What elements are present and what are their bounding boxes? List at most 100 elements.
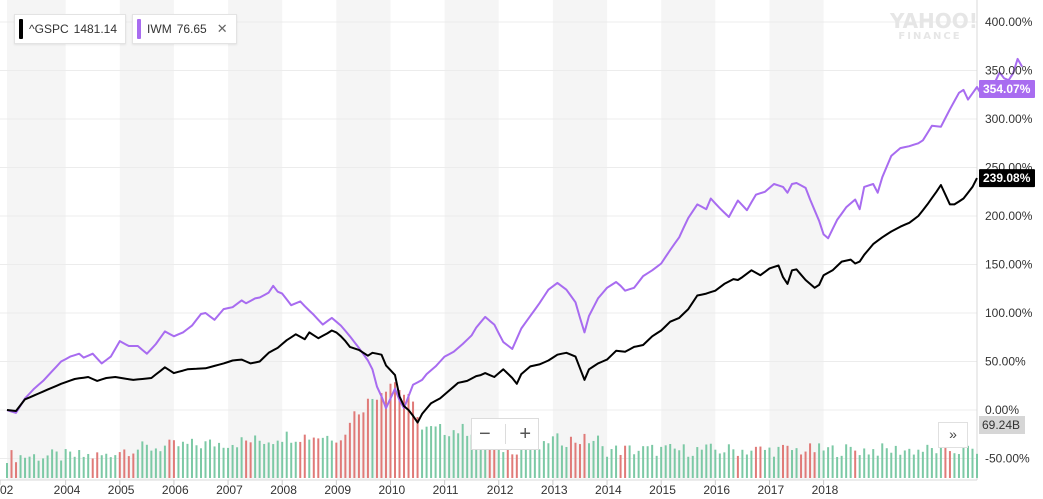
y-tick-label: 0.00% (985, 403, 1019, 417)
volume-bar (6, 463, 8, 478)
volume-bar (939, 444, 942, 478)
volume-bar (840, 455, 843, 478)
volume-bar (380, 393, 383, 478)
volume-bar (497, 441, 500, 478)
volume-bar (312, 437, 315, 478)
volume-bar (633, 454, 636, 478)
volume-bar (425, 426, 428, 478)
volume-bar (461, 423, 464, 478)
volume-bar (556, 433, 559, 478)
volume-bar (412, 401, 415, 478)
volume-last-bg (979, 416, 1025, 434)
volume-bar (366, 398, 369, 478)
legend-chip-gspc[interactable]: ^GSPC 1481.14 (14, 14, 127, 44)
x-axis: 02 2004 2005 2006 2007 2008 2009 2010 2011 2012 20… (0, 480, 839, 497)
zoom-out-button[interactable]: − (478, 423, 491, 445)
volume-bar (254, 435, 257, 478)
volume-bar (948, 451, 951, 478)
volume-bar (615, 445, 618, 478)
volume-bar (10, 450, 13, 478)
volume-bar (506, 446, 509, 478)
x-tick-label: 2012 (487, 483, 514, 497)
volume-bar (127, 456, 130, 478)
volume-bar (245, 440, 248, 478)
volume-bar (470, 434, 473, 478)
volume-bar (818, 443, 821, 478)
volume-bar (583, 433, 586, 478)
legend-chip-iwm[interactable]: IWM 76.65 ✕ (132, 14, 237, 44)
y-tick-label: 300.00% (985, 112, 1033, 126)
volume-bar (416, 417, 419, 478)
logo-line2: FINANCE (898, 31, 962, 42)
volume-bar (569, 436, 572, 478)
volume-bar (375, 399, 378, 478)
volume-bar (64, 449, 67, 478)
volume-bar (533, 442, 536, 478)
volume-bar (285, 431, 288, 478)
volume-bar (845, 444, 848, 478)
series-color-swatch (19, 19, 23, 39)
volume-bar (258, 440, 261, 478)
volume-bar (330, 440, 333, 478)
volume-bar (222, 447, 225, 478)
volume-bar (339, 440, 342, 478)
volume-bar (362, 412, 365, 478)
volume-bar (141, 441, 144, 478)
volume-bar (804, 451, 807, 478)
volume-bar (863, 448, 866, 478)
volume-bar (317, 438, 320, 478)
volume-bar (60, 460, 63, 478)
volume-bar (294, 441, 297, 478)
ticker-label: IWM (147, 22, 172, 36)
volume-bar (87, 453, 90, 478)
scroll-right-button[interactable]: » (938, 422, 968, 448)
zoom-controls: − + (471, 418, 539, 450)
volume-bar (150, 450, 153, 478)
volume-bar (82, 456, 85, 478)
volume-bar (606, 456, 609, 478)
volume-bar (867, 454, 870, 478)
volume-bar (962, 445, 965, 478)
x-tick-label: 2018 (812, 483, 839, 497)
close-icon[interactable]: ✕ (216, 21, 228, 36)
volume-bar (759, 446, 762, 478)
series-color-swatch (137, 19, 142, 39)
volume-bar (588, 443, 590, 478)
volume-bar (515, 454, 518, 478)
volume-bar (326, 435, 329, 478)
volume-bar (714, 449, 717, 478)
volume-bar (944, 443, 947, 478)
volume-bar (181, 441, 184, 478)
gspc-last-label-bg (979, 169, 1035, 188)
volume-bar (114, 455, 117, 478)
volume-bar (344, 434, 347, 478)
volume-bar (705, 444, 708, 478)
volume-bar (37, 460, 40, 478)
volume-bar (218, 442, 221, 478)
iwm-last-label: 354.07% (983, 82, 1031, 96)
volume-bar (637, 450, 640, 478)
volume-bar (227, 447, 230, 478)
volume-bar (551, 436, 554, 478)
volume-bar (272, 444, 275, 478)
volume-bar (763, 449, 766, 478)
iwm-line (6, 57, 1023, 414)
volume-bar (195, 445, 198, 478)
volume-bar (831, 445, 834, 478)
volume-bar (19, 455, 22, 478)
zoom-in-button[interactable]: + (519, 423, 532, 445)
x-tick-label: 2006 (162, 483, 189, 497)
volume-bar (488, 428, 491, 478)
volume-bar (172, 440, 175, 478)
volume-bar (15, 462, 18, 478)
iwm-last-label-bg (979, 79, 1035, 98)
volume-bar (709, 443, 712, 478)
volume-bar (236, 447, 239, 478)
volume-bar (348, 422, 351, 478)
volume-bar (664, 445, 667, 478)
volume-bar (308, 439, 311, 478)
volume-bar (204, 441, 207, 478)
volume-bar (493, 444, 496, 478)
volume-bar (777, 446, 780, 478)
